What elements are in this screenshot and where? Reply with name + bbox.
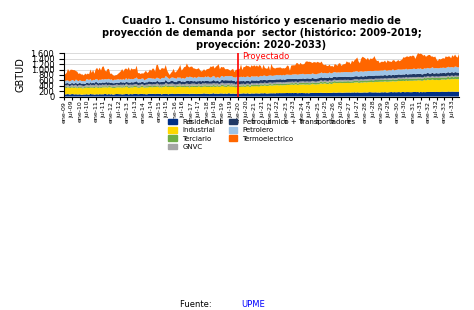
Title: Cuadro 1. Consumo histórico y escenario medio de
proyección de demanda por  sect: Cuadro 1. Consumo histórico y escenario … (101, 15, 421, 50)
Y-axis label: GBTUD: GBTUD (15, 58, 25, 92)
Text: UPME: UPME (242, 300, 265, 309)
Legend: Residencial, Industrial, Terciario, GNVC, Petroquimico + Transportadores, Petrol: Residencial, Industrial, Terciario, GNVC… (165, 116, 357, 153)
Text: Fuente:: Fuente: (180, 300, 214, 309)
Text: Proyectado: Proyectado (242, 52, 290, 61)
